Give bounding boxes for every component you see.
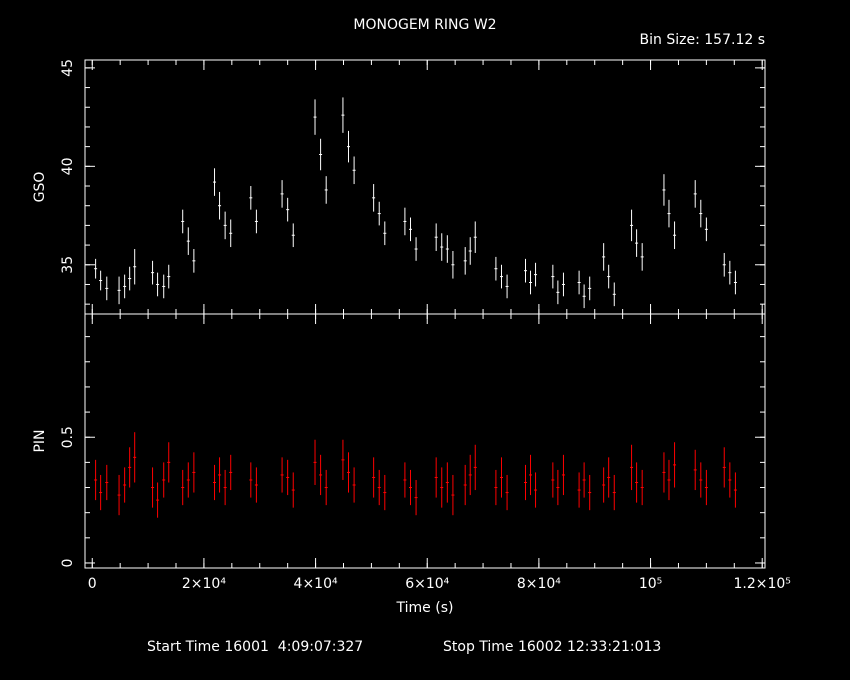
pin-panel-frame [84, 313, 766, 569]
start-time-label: Start Time 16001 4:09:07:327 [147, 639, 363, 655]
xtick-label: 4×10⁴ [294, 576, 338, 592]
chart-title: MONOGEM RING W2 [353, 17, 496, 33]
pin-ytick-label: 0.5 [60, 426, 76, 448]
pin-axis-label: PIN [32, 429, 48, 452]
time-axis-label: Time (s) [396, 600, 454, 616]
xtick-label: 8×10⁴ [517, 576, 561, 592]
gso-ytick-label: 40 [60, 157, 76, 175]
xtick-label: 6×10⁴ [405, 576, 449, 592]
pin-series [94, 432, 737, 518]
gso-series [94, 97, 737, 309]
pin-ytick-label: 0 [60, 559, 76, 568]
xtick-label: 1.2×10⁵ [733, 576, 790, 592]
gso-ytick-label: 35 [60, 256, 76, 274]
xtick-label: 0 [88, 576, 97, 592]
gso-axis-label: GSO [32, 172, 48, 203]
stop-time-label: Stop Time 16002 12:33:21:013 [443, 639, 661, 655]
xtick-label: 2×10⁴ [182, 576, 226, 592]
bin-size-label: Bin Size: 157.12 s [640, 32, 765, 48]
xtick-label: 10⁵ [639, 576, 662, 592]
axis-ticks: 35 40 45 0 0.5 0 2×10⁴ 4×10⁴ 6×10⁴ 8×10⁴ 10⁵ 1.2×10… [60, 59, 791, 592]
gso-ytick-label: 45 [60, 59, 76, 77]
